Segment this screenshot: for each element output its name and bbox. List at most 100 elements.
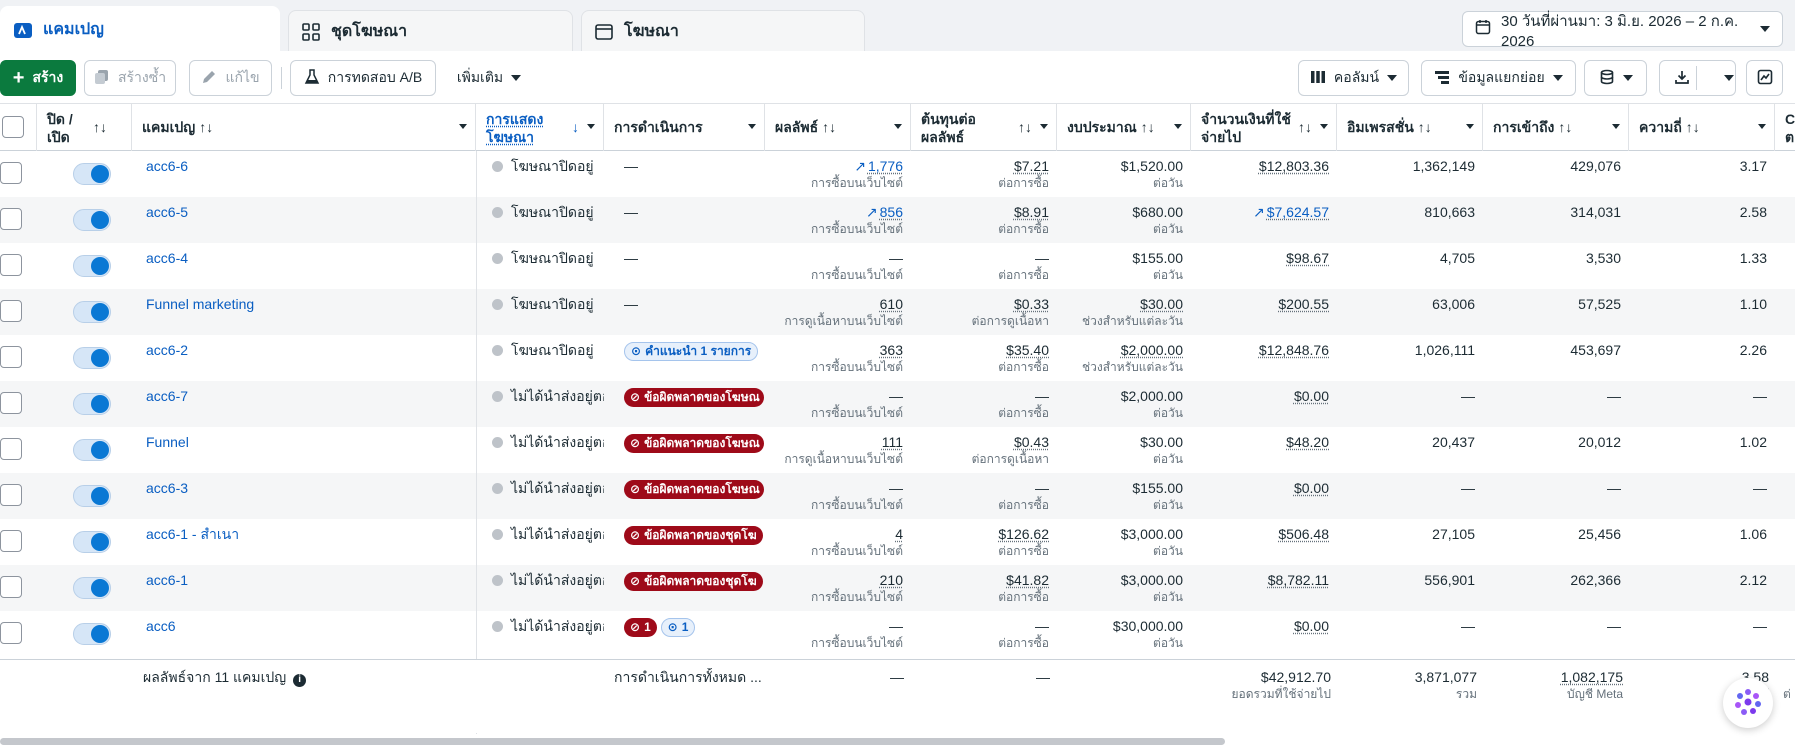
row-checkbox[interactable]	[0, 392, 22, 414]
error-badge[interactable]: ⊘ ข้อผิดพลาดของโฆษณ	[624, 433, 764, 453]
budget-value[interactable]: $3,000.00	[1120, 572, 1183, 588]
campaign-toggle[interactable]	[73, 209, 111, 231]
error-badge[interactable]: ⊘ 1	[624, 617, 657, 637]
budget-value[interactable]: $3,000.00	[1120, 526, 1183, 542]
cpr-value[interactable]: $8.91	[1013, 204, 1049, 220]
spent-value[interactable]: $8,782.11	[1267, 572, 1329, 588]
budget-value[interactable]: $2,000.00	[1120, 342, 1183, 358]
error-badge[interactable]: ⊘ ข้อผิดพลาดของชุดโฆ	[624, 571, 763, 591]
tab-adsets[interactable]: ชุดโฆษณา	[288, 10, 573, 52]
budget-value[interactable]: $155.00	[1132, 250, 1183, 266]
header-delivery[interactable]: การแสดงโฆษณา ↓	[476, 104, 604, 151]
campaign-toggle[interactable]	[73, 301, 111, 323]
campaign-name-link[interactable]: acc6-2	[146, 342, 189, 358]
row-checkbox[interactable]	[0, 254, 22, 276]
create-button[interactable]: + สร้าง	[0, 60, 76, 96]
campaign-name-link[interactable]: acc6-1 - สำเนา	[146, 526, 240, 542]
table-row[interactable]: acc6-1 ไม่ได้นำส่งอยู่ตอ ⊘ ข้อผิดพลาดของชุด…	[0, 565, 1795, 611]
spent-value[interactable]: $98.67	[1286, 250, 1329, 266]
row-checkbox[interactable]	[0, 530, 22, 552]
tab-ads[interactable]: โฆษณา	[581, 10, 865, 52]
horizontal-scrollbar[interactable]	[0, 738, 1225, 745]
table-row[interactable]: acc6-2 โฆษณาปิดอยู่ ⊙ คำแนะนำ 1 รายการ 363 กา…	[0, 335, 1795, 381]
campaign-name-link[interactable]: acc6	[146, 618, 176, 634]
header-reach[interactable]: การเข้าถึง ↑↓	[1483, 104, 1629, 151]
campaign-name-link[interactable]: acc6-1	[146, 572, 189, 588]
campaign-name-link[interactable]: Funnel	[146, 434, 189, 450]
campaign-name-link[interactable]: acc6-3	[146, 480, 189, 496]
campaign-toggle[interactable]	[73, 577, 111, 599]
cpr-value[interactable]: $0.33	[1013, 296, 1049, 312]
spent-value[interactable]: $0.00	[1293, 388, 1329, 404]
table-row[interactable]: acc6-6 โฆษณาปิดอยู่ — ↗ 1,776 การซื้อบนเว็บไซ…	[0, 151, 1795, 197]
result-value[interactable]: 4	[895, 526, 903, 542]
budget-value[interactable]: $30,000.00	[1112, 618, 1183, 634]
budget-value[interactable]: $30.00	[1140, 296, 1183, 312]
error-badge[interactable]: ⊘ ข้อผิดพลาดของโฆษณ	[624, 387, 764, 407]
campaign-name-link[interactable]: Funnel marketing	[146, 296, 255, 312]
chart-view-button[interactable]	[1746, 60, 1783, 96]
row-checkbox[interactable]	[0, 576, 22, 598]
budget-value[interactable]: $30.00	[1140, 434, 1183, 450]
header-spent[interactable]: จำนวนเงินที่ใช้จ่ายไป ↑↓	[1191, 104, 1337, 151]
error-badge[interactable]: ⊘ ข้อผิดพลาดของโฆษณ	[624, 479, 764, 499]
header-frequency[interactable]: ความถี่ ↑↓	[1629, 104, 1775, 151]
footer-reach-value[interactable]: 1,082,175	[1560, 669, 1623, 685]
info-icon[interactable]: i	[293, 673, 307, 687]
spent-value[interactable]: $0.00	[1293, 618, 1329, 634]
table-row[interactable]: acc6-4 โฆษณาปิดอยู่ — — การซื้อบนเว็บไซต์ — ต่…	[0, 243, 1795, 289]
result-value[interactable]: 856	[879, 204, 903, 220]
breakdown-button[interactable]: ข้อมูลแยกย่อย	[1421, 60, 1576, 96]
export-button[interactable]	[1659, 60, 1736, 96]
ab-test-button[interactable]: การทดสอบ A/B	[290, 60, 436, 96]
campaign-toggle[interactable]	[73, 439, 111, 461]
result-value[interactable]: 210	[879, 572, 903, 588]
campaign-name-link[interactable]: acc6-5	[146, 204, 189, 220]
campaign-toggle[interactable]	[73, 347, 111, 369]
cpr-value[interactable]: $7.21	[1013, 158, 1049, 174]
cpr-value[interactable]: $126.62	[998, 526, 1049, 542]
spent-value[interactable]: $0.00	[1293, 480, 1329, 496]
row-checkbox[interactable]	[0, 438, 22, 460]
spent-value[interactable]: $12,848.76	[1258, 342, 1329, 358]
result-value[interactable]: 111	[881, 434, 903, 450]
campaign-toggle[interactable]	[73, 393, 111, 415]
campaign-toggle[interactable]	[73, 485, 111, 507]
budget-value[interactable]: $1,520.00	[1120, 158, 1183, 174]
header-campaign[interactable]: แคมเปญ ↑↓	[132, 104, 476, 151]
spent-value[interactable]: $506.48	[1278, 526, 1329, 542]
select-all-checkbox[interactable]	[2, 116, 24, 138]
columns-button[interactable]: คอลัมน์	[1298, 60, 1409, 96]
duplicate-button[interactable]: สร้างซ้ำ	[84, 60, 176, 96]
header-onoff[interactable]: ปิด / เปิด ↑↓	[37, 104, 132, 151]
header-impressions[interactable]: อิมเพรสชั่น ↑↓	[1337, 104, 1483, 151]
header-cpr[interactable]: ต้นทุนต่อผลลัพธ์ ↑↓	[911, 104, 1057, 151]
campaign-name-link[interactable]: acc6-6	[146, 158, 189, 174]
recommendation-badge[interactable]: ⊙ 1	[660, 617, 696, 637]
cpr-value[interactable]: $0.43	[1013, 434, 1049, 450]
table-row[interactable]: acc6-1 - สำเนา ไม่ได้นำส่งอยู่ตอ ⊘ ข้อผิดพล…	[0, 519, 1795, 565]
campaign-toggle[interactable]	[73, 531, 111, 553]
cpr-value[interactable]: $35.40	[1006, 342, 1049, 358]
spent-value[interactable]: $200.55	[1278, 296, 1329, 312]
header-extra[interactable]: C ต	[1775, 104, 1795, 151]
row-checkbox[interactable]	[0, 162, 22, 184]
table-row[interactable]: Funnel ไม่ได้นำส่งอยู่ตอ ⊘ ข้อผิดพลาดของโฆษ…	[0, 427, 1795, 473]
table-row[interactable]: acc6-3 ไม่ได้นำส่งอยู่ตอ ⊘ ข้อผิดพลาดของโฆษ…	[0, 473, 1795, 519]
campaign-name-link[interactable]: acc6-4	[146, 250, 189, 266]
budget-value[interactable]: $680.00	[1132, 204, 1183, 220]
row-checkbox[interactable]	[0, 484, 22, 506]
cpr-value[interactable]: $41.82	[1006, 572, 1049, 588]
campaign-name-link[interactable]: acc6-7	[146, 388, 189, 404]
reports-button[interactable]	[1584, 60, 1647, 96]
assistant-button[interactable]	[1723, 678, 1773, 728]
table-row[interactable]: Funnel marketing โฆษณาปิดอยู่ — 610 การดูเนื…	[0, 289, 1795, 335]
chevron-down-icon[interactable]	[1724, 75, 1734, 81]
table-row[interactable]: acc6-5 โฆษณาปิดอยู่ — ↗ 856 การซื้อบนเว็บไซต์…	[0, 197, 1795, 243]
result-value[interactable]: 1,776	[867, 158, 903, 174]
edit-button[interactable]: แก้ไข	[189, 60, 272, 96]
campaign-toggle[interactable]	[73, 163, 111, 185]
recommendation-badge[interactable]: ⊙ คำแนะนำ 1 รายการ	[624, 341, 759, 361]
header-actions[interactable]: การดำเนินการ	[604, 104, 765, 151]
spent-value[interactable]: $48.20	[1286, 434, 1329, 450]
